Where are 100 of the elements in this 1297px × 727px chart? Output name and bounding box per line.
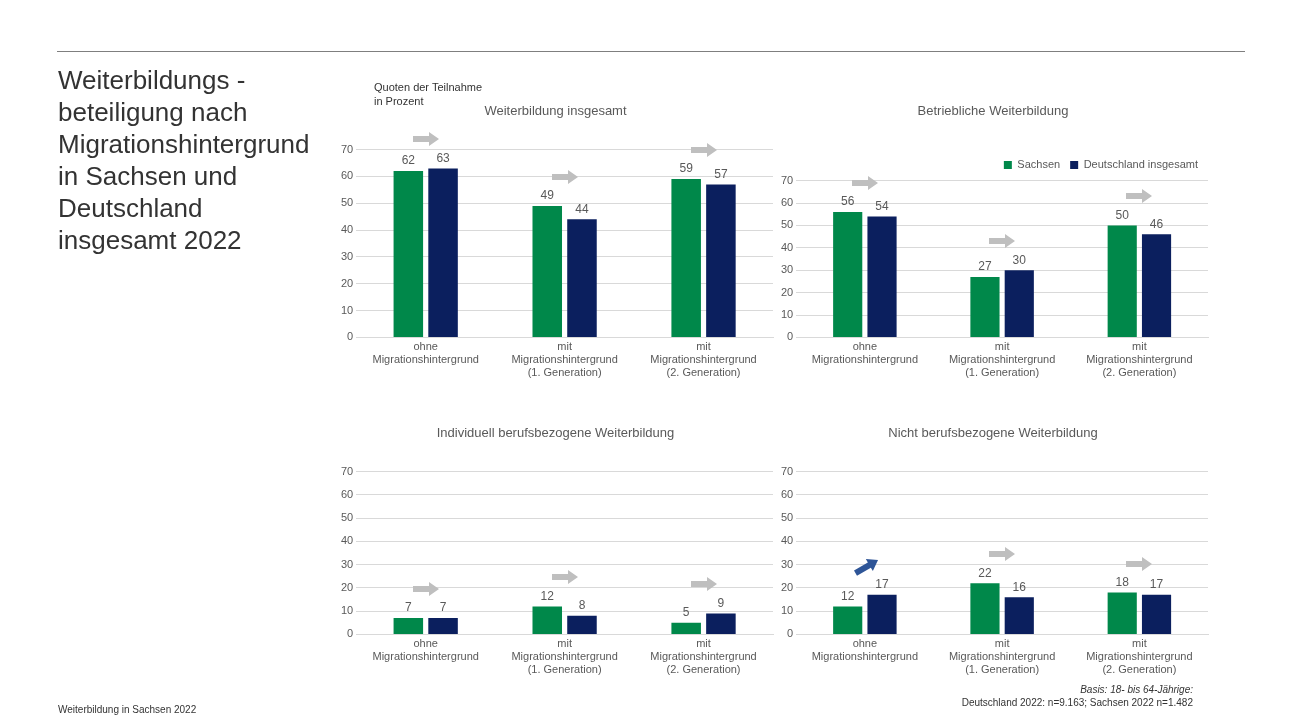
text: Deutschland 2022: n=9.163; Sachsen 2022 n=1.482 bbox=[961, 697, 1193, 708]
data-label: 7 bbox=[404, 600, 412, 615]
chart-title: Betriebliche Weiterbildung bbox=[917, 103, 1069, 119]
x-tick-label: ohne Migrationshintergrund bbox=[811, 637, 919, 663]
bar bbox=[532, 205, 563, 337]
y-tick-label: 60 bbox=[780, 196, 794, 209]
y-tick-label: 0 bbox=[347, 627, 354, 640]
bar bbox=[706, 613, 736, 634]
data-label: 44 bbox=[575, 201, 589, 216]
y-tick-label: 60 bbox=[780, 487, 794, 500]
bar bbox=[1107, 592, 1137, 634]
bar bbox=[1004, 270, 1034, 337]
bar bbox=[393, 618, 424, 634]
y-tick-label: 0 bbox=[787, 627, 794, 640]
x-tick-label: mit Migrationshintergrund (1. Generation) bbox=[511, 637, 618, 676]
y-tick-label: 30 bbox=[780, 263, 794, 276]
y-tick-label: 20 bbox=[780, 285, 794, 298]
x-tick-label: ohne Migrationshintergrund bbox=[811, 340, 919, 366]
y-tick-label: 70 bbox=[340, 464, 354, 477]
y-tick-label: 60 bbox=[340, 169, 354, 182]
data-label: 16 bbox=[1012, 579, 1027, 594]
y-tick-label: 30 bbox=[780, 557, 794, 570]
y-tick-label: 50 bbox=[780, 511, 794, 524]
y-tick-label: 70 bbox=[780, 464, 794, 477]
data-label: 7 bbox=[439, 600, 447, 615]
y-tick-label: 20 bbox=[780, 580, 794, 593]
x-tick-label: mit Migrationshintergrund (1. Generation) bbox=[948, 340, 1056, 379]
bar bbox=[671, 179, 701, 337]
bar bbox=[567, 615, 597, 634]
bar bbox=[1141, 594, 1172, 634]
data-label: 63 bbox=[436, 150, 451, 165]
y-tick-label: 10 bbox=[340, 303, 354, 316]
data-label: 30 bbox=[1012, 252, 1027, 267]
y-tick-label: 40 bbox=[780, 534, 794, 547]
data-label: 18 bbox=[1115, 574, 1130, 589]
data-label: 59 bbox=[679, 161, 694, 176]
y-tick-label: 70 bbox=[780, 173, 794, 186]
bar bbox=[428, 168, 458, 337]
data-label: 22 bbox=[978, 565, 992, 580]
x-tick-label: mit Migrationshintergrund (2. Generation) bbox=[650, 637, 757, 676]
bar bbox=[833, 211, 863, 337]
y-tick-label: 40 bbox=[780, 240, 794, 253]
data-label: 54 bbox=[875, 198, 890, 213]
chart-title: Weiterbildung insgesamt bbox=[484, 103, 627, 119]
y-tick-label: 0 bbox=[787, 330, 794, 343]
y-tick-label: 30 bbox=[340, 557, 354, 570]
x-tick-label: mit Migrationshintergrund (2. Generation) bbox=[1086, 340, 1193, 379]
data-label: 56 bbox=[841, 194, 855, 209]
bar bbox=[532, 606, 563, 634]
data-label: 57 bbox=[714, 166, 728, 181]
bar bbox=[867, 594, 897, 634]
data-label: 5 bbox=[682, 605, 690, 620]
data-label: 46 bbox=[1149, 216, 1164, 231]
y-tick-label: 10 bbox=[780, 604, 794, 617]
bar bbox=[970, 276, 1000, 337]
y-tick-label: 70 bbox=[340, 142, 354, 155]
y-tick-label: 40 bbox=[340, 223, 354, 236]
legend-label: Deutschland insgesamt bbox=[1083, 158, 1198, 171]
text: Weiterbildungs - beteiligung nach Migrationshintergrund in Sachsen und Deutschland insgesamt 2022 bbox=[58, 64, 310, 256]
chart-title: Individuell berufsbezogene Weiterbildung bbox=[436, 425, 675, 441]
y-tick-label: 30 bbox=[340, 249, 354, 262]
text: Basis: 18- bis 64-Jährige: bbox=[1080, 684, 1193, 695]
bar bbox=[867, 216, 897, 337]
data-label: 9 bbox=[717, 595, 725, 610]
bar bbox=[567, 219, 597, 337]
chart-title: Nicht berufsbezogene Weiterbildung bbox=[888, 425, 1098, 441]
x-tick-label: mit Migrationshintergrund (1. Generation) bbox=[948, 637, 1056, 676]
y-tick-label: 10 bbox=[340, 604, 354, 617]
y-tick-label: 50 bbox=[340, 511, 354, 524]
y-tick-label: 20 bbox=[340, 580, 354, 593]
data-label: 12 bbox=[540, 588, 555, 603]
data-label: 62 bbox=[401, 153, 416, 168]
y-tick-label: 20 bbox=[340, 276, 354, 289]
bar bbox=[1141, 234, 1172, 337]
y-tick-label: 10 bbox=[780, 308, 794, 321]
data-label: 17 bbox=[875, 577, 890, 592]
bar bbox=[428, 618, 458, 634]
y-tick-label: 50 bbox=[340, 196, 354, 209]
data-label: 27 bbox=[978, 259, 992, 274]
legend-label: Sachsen bbox=[1017, 158, 1061, 171]
text: Weiterbildung in Sachsen 2022 bbox=[58, 704, 197, 715]
bar bbox=[833, 606, 863, 634]
data-label: 8 bbox=[578, 598, 586, 613]
data-label: 12 bbox=[841, 588, 855, 603]
data-label: 49 bbox=[540, 188, 555, 203]
bar bbox=[706, 184, 736, 337]
bar bbox=[671, 622, 701, 634]
x-tick-label: mit Migrationshintergrund (2. Generation) bbox=[1086, 637, 1193, 676]
y-tick-label: 40 bbox=[340, 534, 354, 547]
bar bbox=[970, 583, 1000, 634]
x-tick-label: mit Migrationshintergrund (1. Generation) bbox=[511, 340, 618, 379]
x-tick-label: ohne Migrationshintergrund bbox=[372, 637, 479, 663]
x-tick-label: ohne Migrationshintergrund bbox=[372, 340, 479, 366]
y-axis-title: Quoten der Teilnahme in Prozent bbox=[374, 80, 483, 108]
bar bbox=[393, 171, 424, 337]
y-tick-label: 60 bbox=[340, 487, 354, 500]
x-tick-label: mit Migrationshintergrund (2. Generation) bbox=[650, 340, 757, 379]
bar bbox=[1004, 597, 1034, 634]
y-tick-label: 0 bbox=[347, 330, 354, 343]
data-label: 50 bbox=[1115, 207, 1130, 222]
